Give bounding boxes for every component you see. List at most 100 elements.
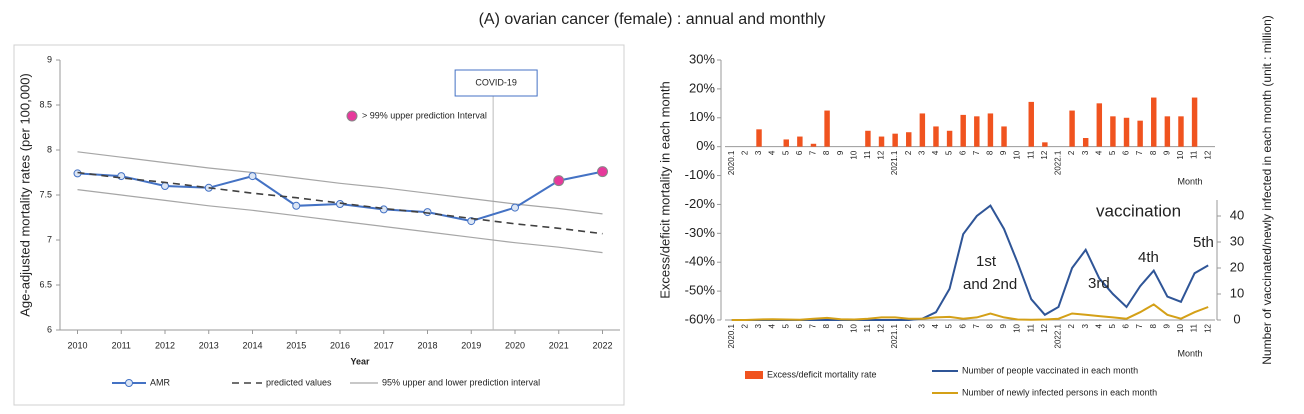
y-tick-label: 7.5	[39, 189, 52, 199]
x-tick-label: 2	[1067, 150, 1076, 155]
y-tick-label: -30%	[685, 225, 716, 240]
y-tick-label: -20%	[685, 196, 716, 211]
x-axis-label: Year	[350, 356, 370, 366]
annotation: 4th	[1138, 249, 1159, 266]
bar	[810, 143, 817, 147]
x-tick-label: 12	[1040, 323, 1049, 332]
x-tick-label: 2019	[461, 340, 481, 350]
annotation: 5th	[1193, 234, 1214, 251]
x-tick-label: 10	[1176, 150, 1185, 159]
bar	[878, 136, 885, 147]
annotation: 1st	[976, 253, 997, 270]
annotation: 3rd	[1088, 275, 1110, 292]
interval-lower	[77, 189, 603, 254]
x-tick-label: 10	[849, 150, 858, 159]
x-tick-label: 9	[1162, 323, 1171, 328]
x-tick-label: 7	[809, 150, 818, 155]
x-tick-label: 10	[1013, 323, 1022, 332]
y2-tick-label: 40	[1230, 207, 1244, 222]
x-tick-label: 4	[768, 323, 777, 328]
legend-label: predicted values	[266, 377, 332, 387]
y-tick-label: 6	[47, 324, 52, 334]
point	[117, 172, 126, 181]
bar	[1069, 110, 1075, 147]
x-tick-label: 7	[972, 323, 981, 328]
bar	[1191, 97, 1198, 147]
bar	[824, 110, 830, 147]
y-tick-label: -50%	[685, 283, 716, 298]
x-tick-label: 3	[917, 150, 926, 155]
x-tick-label: 9	[836, 323, 845, 328]
y-tick-label: -60%	[685, 311, 716, 326]
y2-axis-label: Number of vaccinated/newly infected in e…	[1260, 15, 1274, 365]
annotation: vaccination	[1096, 201, 1181, 220]
series-line	[731, 204, 1209, 321]
x-tick-label: 12	[877, 150, 886, 159]
bar	[960, 114, 966, 147]
x-tick-label: 8	[986, 323, 995, 328]
bar	[783, 139, 789, 147]
x-tick-label: 10	[849, 323, 858, 332]
y-tick-label: 20%	[689, 80, 715, 95]
x-tick-label: 4	[768, 150, 777, 155]
x-tick-label: 8	[1149, 323, 1158, 328]
x-tick-label: 10	[1013, 150, 1022, 159]
x-tick-label: 2021.1	[890, 150, 899, 175]
x-tick-label: 8	[822, 323, 831, 328]
point	[379, 205, 388, 214]
x-tick-label: 2	[741, 150, 750, 155]
x-tick-label: 12	[1203, 323, 1212, 332]
x-tick-label: 2018	[417, 340, 437, 350]
y-axis-label: Excess/deficit mortality in each month	[657, 81, 672, 298]
x-tick-label: 4	[931, 150, 940, 155]
x-tick-label: 2020	[505, 340, 525, 350]
x-tick-label: 2010	[67, 340, 87, 350]
x-tick-label: 5	[945, 323, 954, 328]
x-tick-label: 2011	[112, 340, 131, 350]
y-tick-label: 10%	[689, 109, 715, 124]
point	[292, 201, 301, 210]
bar	[1001, 126, 1007, 147]
y-tick-label: 8	[47, 144, 52, 154]
x-tick-label: 8	[986, 150, 995, 155]
y-tick-label: 0%	[696, 138, 715, 153]
x-tick-label: 6	[795, 150, 804, 155]
highlight-point	[553, 175, 565, 187]
x-tick-label: 6	[1122, 323, 1131, 328]
x-tick-label: 11	[863, 323, 872, 332]
x-tick-label: 9	[999, 150, 1008, 155]
x-tick-label: 5	[1108, 150, 1117, 155]
covid-label: COVID-19	[475, 77, 517, 87]
y2-tick-label: 10	[1230, 285, 1244, 300]
x-tick-label: 2	[904, 150, 913, 155]
x-tick-label: 2016	[330, 340, 350, 350]
x-tick-label: 3	[917, 323, 926, 328]
legend-swatch	[745, 371, 763, 379]
bar	[865, 130, 871, 147]
x-tick-label: 8	[1149, 150, 1158, 155]
point	[511, 203, 519, 212]
x-tick-label: 6	[958, 323, 967, 328]
page-title: (A) ovarian cancer (female) : annual and…	[479, 11, 826, 28]
x-tick-label: 8	[822, 150, 831, 155]
x-tick-label: 9	[836, 150, 845, 155]
x-tick-label: 2022.1	[1054, 323, 1063, 348]
series-line	[77, 171, 603, 235]
bar	[1123, 117, 1130, 147]
y-tick-label: 8.5	[39, 99, 52, 109]
bar	[1178, 116, 1184, 147]
x-tick-label: 11	[1190, 323, 1199, 332]
x-tick-label: 7	[972, 150, 981, 155]
x-tick-label: 11	[1026, 323, 1035, 332]
x-tick-label: 7	[809, 323, 818, 328]
y-tick-label: 7	[47, 234, 52, 244]
bar	[1164, 116, 1171, 147]
bar	[756, 129, 762, 147]
bar	[919, 113, 926, 147]
left-frame	[13, 44, 625, 406]
bar	[906, 132, 912, 147]
legend-label: 95% upper and lower prediction interval	[382, 377, 540, 387]
annotation: and 2nd	[963, 276, 1017, 293]
x-tick-label: 12	[877, 323, 886, 332]
bar	[1110, 116, 1116, 147]
